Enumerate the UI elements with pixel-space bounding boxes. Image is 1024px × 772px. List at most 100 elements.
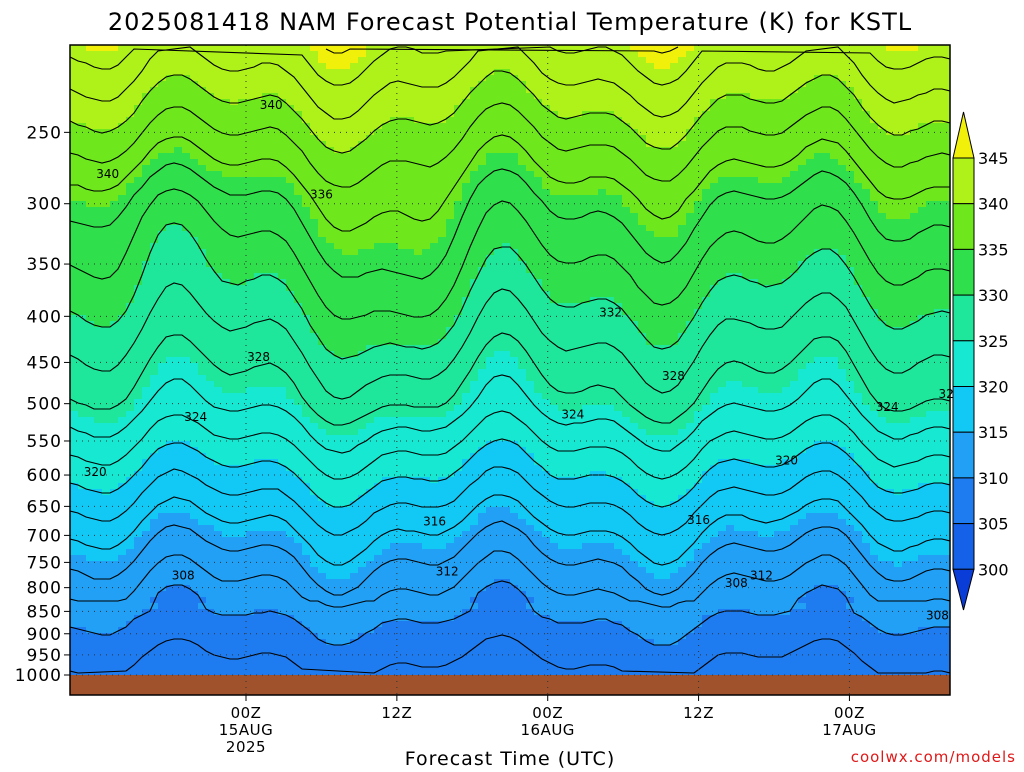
field-cell <box>166 315 175 322</box>
field-cell <box>838 117 847 124</box>
field-cell <box>926 51 935 58</box>
field-cell <box>646 45 655 52</box>
field-cell <box>486 147 495 154</box>
field-cell <box>558 135 567 142</box>
field-cell <box>934 147 943 154</box>
field-cell <box>86 237 95 244</box>
field-cell <box>766 99 775 106</box>
field-cell <box>622 201 631 208</box>
field-cell <box>822 243 831 250</box>
field-cell <box>510 57 519 64</box>
field-cell <box>358 81 367 88</box>
field-cell <box>742 237 751 244</box>
field-cell <box>670 237 679 244</box>
field-cell <box>486 195 495 202</box>
field-cell <box>262 315 271 322</box>
field-cell <box>326 147 335 154</box>
field-cell <box>598 87 607 94</box>
field-cell <box>822 225 831 232</box>
field-cell <box>118 285 127 292</box>
field-cell <box>814 219 823 226</box>
field-cell <box>318 309 327 316</box>
field-cell <box>70 165 79 172</box>
field-cell <box>590 177 599 184</box>
field-cell <box>326 117 335 124</box>
field-cell <box>846 171 855 178</box>
field-cell <box>550 261 559 268</box>
field-cell <box>502 111 511 118</box>
field-cell <box>110 213 119 220</box>
field-cell <box>694 87 703 94</box>
field-cell <box>94 243 103 250</box>
field-cell <box>614 123 623 130</box>
field-cell <box>550 285 559 292</box>
field-cell <box>630 135 639 142</box>
field-cell <box>942 279 950 286</box>
field-cell <box>598 225 607 232</box>
field-cell <box>342 123 351 130</box>
field-cell <box>126 225 135 232</box>
field-cell <box>470 117 479 124</box>
field-cell <box>654 219 663 226</box>
field-cell <box>278 57 287 64</box>
field-cell <box>934 117 943 124</box>
field-cell <box>902 225 911 232</box>
field-cell <box>918 81 927 88</box>
field-cell <box>278 315 287 322</box>
field-cell <box>878 117 887 124</box>
field-cell <box>798 111 807 118</box>
field-cell <box>294 273 303 280</box>
field-cell <box>174 63 183 70</box>
field-cell <box>702 165 711 172</box>
field-cell <box>518 237 527 244</box>
field-cell <box>558 225 567 232</box>
field-cell <box>446 99 455 106</box>
field-cell <box>718 303 727 310</box>
field-cell <box>350 303 359 310</box>
field-cell <box>502 147 511 154</box>
field-cell <box>774 279 783 286</box>
field-cell <box>582 159 591 166</box>
field-cell <box>342 231 351 238</box>
field-cell <box>222 219 231 226</box>
field-cell <box>510 225 519 232</box>
field-cell <box>574 243 583 250</box>
field-cell <box>542 267 551 274</box>
field-cell <box>670 291 679 298</box>
field-cell <box>638 279 647 286</box>
field-cell <box>110 135 119 142</box>
field-cell <box>446 87 455 94</box>
field-cell <box>534 225 543 232</box>
field-cell <box>574 291 583 298</box>
field-cell <box>790 309 799 316</box>
field-cell <box>902 105 911 112</box>
field-cell <box>446 63 455 70</box>
field-cell <box>94 219 103 226</box>
field-cell <box>918 201 927 208</box>
field-cell <box>646 117 655 124</box>
field-cell <box>566 57 575 64</box>
field-cell <box>470 273 479 280</box>
field-cell <box>238 51 247 58</box>
field-cell <box>246 117 255 124</box>
field-cell <box>406 147 415 154</box>
field-cell <box>910 279 919 286</box>
field-cell <box>534 285 543 292</box>
field-cell <box>166 75 175 82</box>
field-cell <box>806 231 815 238</box>
field-cell <box>670 93 679 100</box>
field-cell <box>670 243 679 250</box>
field-cell <box>230 105 239 112</box>
field-cell <box>158 291 167 298</box>
field-cell <box>318 57 327 64</box>
field-cell <box>182 45 191 52</box>
field-cell <box>702 273 711 280</box>
field-cell <box>582 75 591 82</box>
field-cell <box>342 195 351 202</box>
field-cell <box>814 93 823 100</box>
field-cell <box>678 267 687 274</box>
field-cell <box>366 117 375 124</box>
field-cell <box>238 177 247 184</box>
field-cell <box>278 45 287 52</box>
field-cell <box>526 183 535 190</box>
